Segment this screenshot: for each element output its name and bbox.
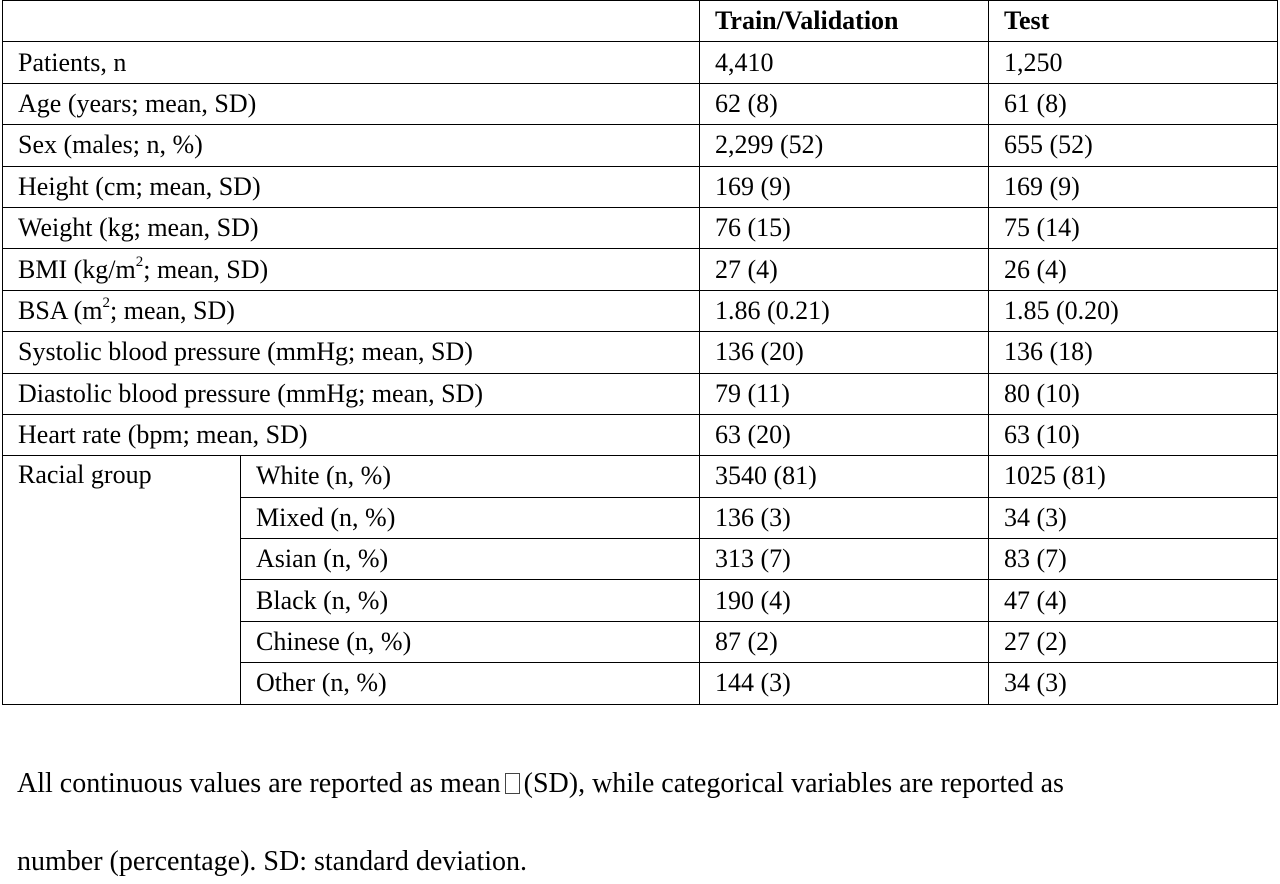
row-label: Diastolic blood pressure (mmHg; mean, SD… — [2, 372, 700, 415]
train-value: 87 (2) — [699, 620, 989, 664]
train-value: 136 (20) — [699, 331, 989, 374]
train-value: 136 (3) — [699, 496, 989, 540]
row-label: Age (years; mean, SD) — [2, 82, 700, 126]
train-value: 1.86 (0.21) — [699, 289, 989, 333]
test-value: 136 (18) — [988, 331, 1278, 374]
train-value: 4,410 — [699, 41, 989, 84]
missing-glyph-icon — [504, 773, 520, 794]
table-row: Other (n, %) 144 (3) 34 (3) — [3, 662, 1278, 705]
table-row: Racial group White (n, %) 3540 (81) 1025… — [2, 455, 1278, 705]
row-label-text: BSA (m — [18, 295, 103, 325]
header-train-validation: Train/Validation — [699, 0, 989, 43]
table-row: Heart rate (bpm; mean, SD) 63 (20) 63 (1… — [2, 413, 1278, 457]
superscript: 2 — [102, 295, 111, 312]
subgroup-label: Black (n, %) — [240, 579, 700, 622]
train-value: 2,299 (52) — [699, 124, 989, 167]
footnote-line-1: All continuous values are reported as me… — [17, 768, 1280, 800]
test-value: 47 (4) — [988, 579, 1278, 622]
table-row: Height (cm; mean, SD) 169 (9) 169 (9) — [2, 165, 1278, 208]
subgroup-label: Chinese (n, %) — [240, 620, 700, 664]
subgroup-label: White (n, %) — [240, 455, 700, 498]
subgroup-label: Other (n, %) — [240, 662, 700, 705]
table-row: Systolic blood pressure (mmHg; mean, SD)… — [2, 331, 1278, 374]
footnote-text: All continuous values are reported as me… — [17, 768, 501, 799]
test-value: 34 (3) — [988, 496, 1278, 540]
table-row: BMI (kg/m2; mean, SD) 27 (4) 26 (4) — [2, 248, 1278, 291]
train-value: 62 (8) — [699, 82, 989, 126]
table-row: Chinese (n, %) 87 (2) 27 (2) — [3, 620, 1278, 664]
train-value: 27 (4) — [699, 248, 989, 291]
table-row: BSA (m2; mean, SD) 1.86 (0.21) 1.85 (0.2… — [2, 289, 1278, 333]
row-label-text: ; mean, SD) — [143, 254, 269, 284]
test-value: 80 (10) — [988, 372, 1278, 415]
subgroup-label: Asian (n, %) — [240, 538, 700, 581]
train-value: 63 (20) — [699, 413, 989, 457]
row-label: Weight (kg; mean, SD) — [2, 206, 700, 250]
table-row: Patients, n 4,410 1,250 — [2, 41, 1278, 84]
test-value: 169 (9) — [988, 165, 1278, 208]
subgroup-label: Mixed (n, %) — [240, 496, 700, 540]
table-row: Sex (males; n, %) 2,299 (52) 655 (52) — [2, 124, 1278, 167]
test-value: 655 (52) — [988, 124, 1278, 167]
test-value: 75 (14) — [988, 206, 1278, 250]
header-blank-cell — [2, 0, 700, 43]
row-label: Systolic blood pressure (mmHg; mean, SD) — [2, 331, 700, 374]
demographics-table: Train/Validation Test Patients, n 4,410 … — [2, 0, 1278, 705]
row-label: BMI (kg/m2; mean, SD) — [2, 248, 700, 291]
test-value: 27 (2) — [988, 620, 1278, 664]
table-header-row: Train/Validation Test — [2, 0, 1278, 43]
table-row: Weight (kg; mean, SD) 76 (15) 75 (14) — [2, 206, 1278, 250]
footnote-text: (SD), while categorical variables are re… — [523, 768, 1064, 799]
row-label: Patients, n — [2, 41, 700, 84]
train-value: 313 (7) — [699, 538, 989, 581]
row-label-text: BMI (kg/m — [18, 254, 136, 284]
racial-group-label: Racial group — [2, 455, 241, 705]
test-value: 1.85 (0.20) — [988, 289, 1278, 333]
header-test: Test — [988, 0, 1278, 43]
test-value: 83 (7) — [988, 538, 1278, 581]
test-value: 34 (3) — [988, 662, 1278, 705]
row-label-text: ; mean, SD) — [110, 295, 235, 325]
train-value: 144 (3) — [699, 662, 989, 705]
table-row: Diastolic blood pressure (mmHg; mean, SD… — [2, 372, 1278, 415]
train-value: 79 (11) — [699, 372, 989, 415]
table-row: Age (years; mean, SD) 62 (8) 61 (8) — [2, 82, 1278, 126]
test-value: 26 (4) — [988, 248, 1278, 291]
table-row: Mixed (n, %) 136 (3) 34 (3) — [3, 496, 1278, 540]
row-label: Sex (males; n, %) — [2, 124, 700, 167]
test-value: 1025 (81) — [988, 455, 1278, 498]
row-label: Height (cm; mean, SD) — [2, 165, 700, 208]
test-value: 63 (10) — [988, 413, 1278, 457]
test-value: 1,250 — [988, 41, 1278, 84]
footnote-line-2: number (percentage). SD: standard deviat… — [17, 846, 528, 877]
train-value: 169 (9) — [699, 165, 989, 208]
row-label: Heart rate (bpm; mean, SD) — [2, 413, 700, 457]
train-value: 76 (15) — [699, 206, 989, 250]
test-value: 61 (8) — [988, 82, 1278, 126]
row-label: BSA (m2; mean, SD) — [2, 289, 700, 333]
superscript: 2 — [135, 253, 144, 270]
train-value: 190 (4) — [699, 579, 989, 622]
train-value: 3540 (81) — [699, 455, 989, 498]
